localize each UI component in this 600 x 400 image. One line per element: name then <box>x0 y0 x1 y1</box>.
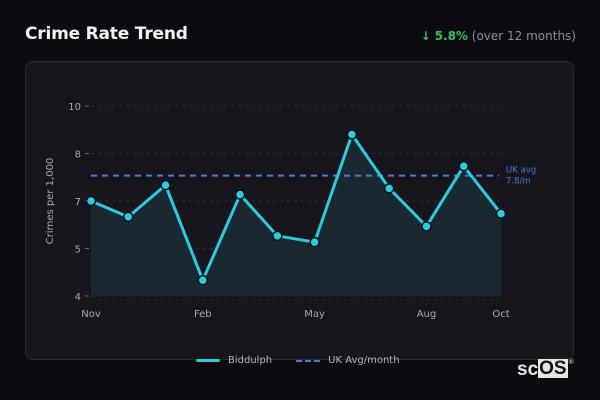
x-tick-label: Feb <box>194 309 212 320</box>
change-indicator: ↓ 5.8% (over 12 months) <box>421 29 576 43</box>
change-period: (over 12 months) <box>471 29 576 43</box>
x-axis: Nov Feb May Aug Oct <box>81 309 509 320</box>
page-title: Crime Rate Trend <box>25 24 188 44</box>
legend-label: Biddulph <box>228 355 273 366</box>
data-point[interactable] <box>123 211 134 223</box>
x-tick-label: May <box>304 309 325 320</box>
y-tick-label: 8 <box>75 150 81 161</box>
legend-item-biddulph[interactable]: Biddulph <box>196 355 272 366</box>
data-point[interactable] <box>346 129 358 140</box>
solid-line-swatch-icon <box>196 359 220 362</box>
x-tick-label: Nov <box>81 309 101 320</box>
y-tick-label: 10 <box>68 102 81 113</box>
data-points <box>85 129 507 286</box>
data-point[interactable] <box>272 230 283 242</box>
dashed-line-swatch-icon <box>296 359 321 362</box>
scos-logo: sc OS ® <box>517 359 574 381</box>
y-axis-label: Crimes per 1,000 <box>45 158 56 245</box>
y-tick-label: 7 <box>75 197 81 208</box>
legend-label: UK Avg/month <box>328 355 400 366</box>
change-value: 5.8% <box>434 29 468 43</box>
y-tick-label: 5 <box>75 245 81 256</box>
data-point[interactable] <box>383 183 395 194</box>
down-arrow-icon: ↓ <box>420 29 431 43</box>
data-point[interactable] <box>421 221 432 232</box>
data-point[interactable] <box>160 179 171 191</box>
legend: Biddulph UK Avg/month <box>196 355 424 366</box>
data-point[interactable] <box>85 195 97 207</box>
registered-mark-icon: ® <box>568 359 574 366</box>
legend-item-uk-avg[interactable]: UK Avg/month <box>296 355 400 366</box>
y-axis: 4 5 7 8 10 <box>68 102 89 303</box>
logo-box: OS <box>538 358 568 379</box>
data-point[interactable] <box>234 189 246 200</box>
data-point[interactable] <box>495 208 507 219</box>
series-line-biddulph <box>90 133 503 282</box>
data-point[interactable] <box>309 236 320 248</box>
x-tick-label: Aug <box>417 309 437 320</box>
uk-average-annotation: UK avg <box>506 166 536 176</box>
data-point[interactable] <box>197 274 209 286</box>
y-tick-label: 4 <box>75 292 81 303</box>
series-area <box>91 134 501 296</box>
logo-prefix: sc <box>517 359 539 380</box>
data-point[interactable] <box>458 160 469 172</box>
uk-average-annotation-value: 7.8/m <box>506 177 531 187</box>
x-tick-label: Oct <box>492 309 509 320</box>
